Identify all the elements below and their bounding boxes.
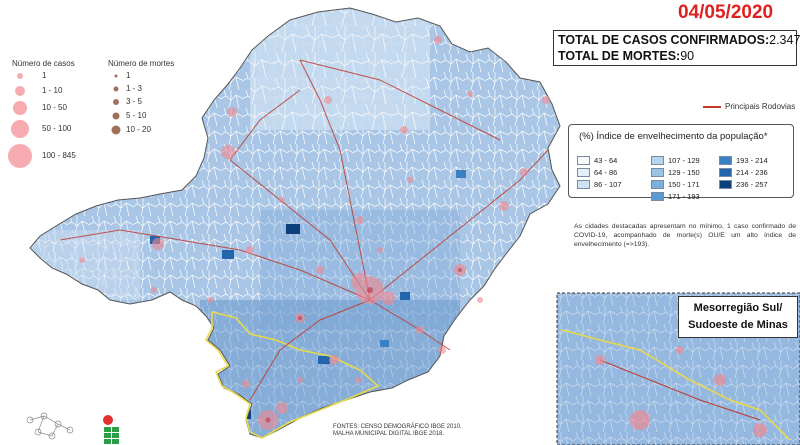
- aging-legend-label: 43 - 64: [594, 156, 618, 165]
- cases-legend-item: 1 - 10: [42, 86, 63, 95]
- aging-legend-label: 64 - 86: [594, 168, 618, 177]
- aging-legend-title: (%) Índice de envelhecimento da populaçã…: [579, 131, 768, 142]
- color-swatch-icon: [719, 168, 732, 177]
- sources: FONTES: CENSO DEMOGRÁFICO IBGE 2010. MAL…: [333, 424, 462, 438]
- roads-legend-label: Principais Rodovias: [725, 102, 796, 111]
- color-swatch-icon: [651, 180, 664, 189]
- map-date: 04/05/2020: [678, 2, 774, 23]
- cases-legend-item: 1: [42, 71, 47, 80]
- total-deaths-value: 90: [680, 49, 695, 63]
- cases-legend-item: 100 - 845: [42, 151, 76, 160]
- aging-legend-label: 214 - 236: [736, 168, 768, 177]
- aging-legend-item: 214 - 236: [719, 168, 768, 177]
- color-swatch-icon: [577, 156, 590, 165]
- total-cases-label: TOTAL DE CASOS CONFIRMADOS:: [558, 33, 770, 47]
- inset-title-line: Sudoeste de Minas: [688, 319, 788, 331]
- aging-legend-label: 107 - 129: [668, 156, 700, 165]
- institution-logos: [10, 410, 140, 445]
- source-line: MALHA MUNICIPAL DIGITAL IBGE 2018.: [333, 431, 445, 437]
- color-swatch-icon: [719, 156, 732, 165]
- color-swatch-icon: [651, 156, 664, 165]
- aging-legend-item: 150 - 171: [651, 180, 700, 189]
- aging-legend-label: 171 - 193: [668, 192, 700, 201]
- aging-legend-label: 86 - 107: [594, 180, 622, 189]
- color-swatch-icon: [651, 192, 664, 201]
- aging-legend-item: 129 - 150: [651, 168, 700, 177]
- total-deaths-label: TOTAL DE MORTES:: [558, 49, 681, 63]
- aging-legend-item: 43 - 64: [577, 156, 617, 165]
- aging-legend-label: 193 - 214: [736, 156, 768, 165]
- deaths-legend-item: 1: [126, 71, 131, 80]
- roads-legend: Principais Rodovias: [703, 102, 795, 111]
- aging-legend-label: 150 - 171: [668, 180, 700, 189]
- deaths-legend-item: 10 - 20: [126, 125, 151, 134]
- color-swatch-icon: [719, 180, 732, 189]
- road-line-icon: [703, 105, 721, 108]
- inset-title-line: Mesorregião Sul/: [693, 302, 783, 314]
- aging-legend-item: 64 - 86: [577, 168, 617, 177]
- totals-box: TOTAL DE CASOS CONFIRMADOS:2.347 TOTAL D…: [553, 30, 800, 66]
- aging-legend-item: 193 - 214: [719, 156, 768, 165]
- source-line: FONTES: CENSO DEMOGRÁFICO IBGE 2010.: [333, 424, 462, 430]
- aging-legend-item: 236 - 257: [719, 180, 768, 189]
- total-cases-line: TOTAL DE CASOS CONFIRMADOS:2.347: [558, 32, 800, 48]
- total-cases-value: 2.347: [769, 33, 800, 47]
- aging-index-legend: (%) Índice de envelhecimento da populaçã…: [568, 124, 794, 201]
- deaths-legend-title: Número de mortes: [108, 59, 175, 68]
- deaths-legend-item: 5 - 10: [126, 111, 147, 120]
- color-swatch-icon: [577, 168, 590, 177]
- deaths-legend-item: 1 - 3: [126, 84, 143, 93]
- color-swatch-icon: [577, 180, 590, 189]
- inset-title: Mesorregião Sul/ Sudoeste de Minas: [678, 296, 798, 338]
- deaths-legend-item: 3 - 5: [126, 97, 143, 106]
- color-swatch-icon: [651, 168, 664, 177]
- aging-legend-label: 236 - 257: [736, 180, 768, 189]
- aging-legend-item: 107 - 129: [651, 156, 700, 165]
- total-deaths-line: TOTAL DE MORTES:90: [558, 48, 792, 64]
- cases-legend-item: 50 - 100: [42, 124, 72, 133]
- cases-legend-item: 10 - 50: [42, 103, 67, 112]
- aging-legend-label: 129 - 150: [668, 168, 700, 177]
- cases-legend-title: Número de casos: [12, 59, 75, 68]
- aging-legend-item: 171 - 193: [651, 192, 700, 201]
- aging-legend-item: 86 - 107: [577, 180, 622, 189]
- map-note: As cidades destacadas apresentam no míni…: [574, 223, 796, 248]
